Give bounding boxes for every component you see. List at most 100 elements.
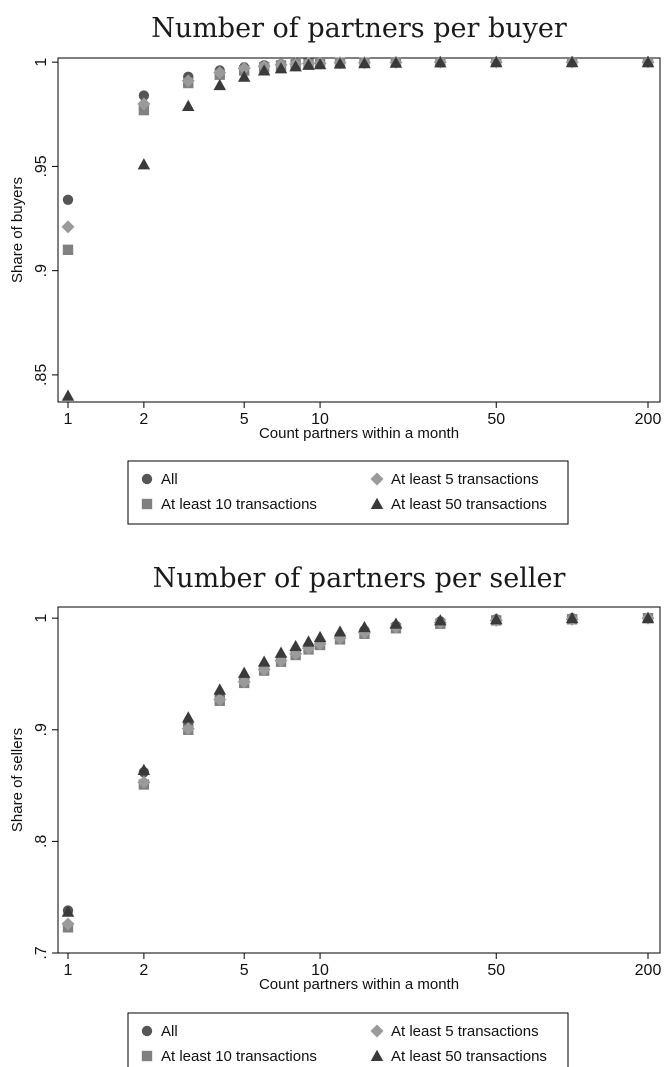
data-point xyxy=(61,917,75,931)
legend-label: At least 10 transactions xyxy=(161,1048,317,1065)
data-point xyxy=(138,90,150,101)
plot-frame xyxy=(57,57,661,403)
data-point xyxy=(137,763,151,775)
y-tick-label: .9 xyxy=(33,723,50,736)
x-tick-label: 10 xyxy=(311,411,329,428)
series-at-least-5-transactions xyxy=(61,611,655,931)
legend-marker xyxy=(141,1050,153,1062)
data-point xyxy=(182,99,195,111)
data-point xyxy=(490,613,503,625)
chart-panel-2: Number of partners per seller 1 2 5 10 50 200.… xyxy=(9,563,661,1067)
legend-box xyxy=(127,460,569,525)
series-at-least-5-transactions xyxy=(61,55,655,234)
x-tick-label: 5 xyxy=(240,411,249,428)
data-point xyxy=(137,158,151,170)
x-axis-label: Count partners within a month xyxy=(259,425,459,442)
data-point xyxy=(289,60,302,72)
legend-box xyxy=(127,1012,569,1067)
y-tick-label: .8 xyxy=(33,835,50,848)
data-point xyxy=(389,56,403,68)
series-all xyxy=(62,56,654,205)
data-point xyxy=(565,55,579,68)
data-point xyxy=(434,614,447,626)
y-tick-label: 1 xyxy=(33,614,50,623)
legend-label: All xyxy=(161,471,178,488)
data-point xyxy=(237,666,251,678)
legend-marker xyxy=(141,1025,153,1037)
data-point xyxy=(237,675,251,689)
data-point xyxy=(257,655,271,667)
data-point xyxy=(61,389,75,401)
data-point xyxy=(289,639,302,652)
x-tick-label: 2 xyxy=(139,411,148,428)
x-tick-label: 2 xyxy=(139,962,148,979)
data-point xyxy=(302,635,315,647)
data-point xyxy=(358,56,371,69)
y-tick-label: 1 xyxy=(33,58,50,67)
data-point xyxy=(490,55,503,68)
data-point xyxy=(61,220,75,234)
data-point xyxy=(62,194,74,205)
legend-marker xyxy=(141,498,153,510)
x-tick-label: 200 xyxy=(635,411,662,428)
x-tick-label: 1 xyxy=(64,962,73,979)
series-at-least-10-transactions xyxy=(62,612,654,933)
data-point xyxy=(181,722,195,736)
data-point xyxy=(237,61,251,75)
data-point xyxy=(213,66,227,80)
y-tick-label: .95 xyxy=(33,155,50,177)
x-tick-label: 200 xyxy=(635,962,662,979)
data-point xyxy=(565,611,579,624)
data-point xyxy=(333,57,347,69)
y-tick-label: .7 xyxy=(33,946,50,959)
x-tick-label: 10 xyxy=(311,962,329,979)
legend-label: All xyxy=(161,1023,178,1040)
data-point xyxy=(274,62,288,74)
legend-marker xyxy=(370,497,384,509)
series-at-least-10-transactions xyxy=(62,56,654,256)
data-point xyxy=(257,64,271,76)
data-point xyxy=(333,625,347,637)
data-point xyxy=(641,55,655,68)
data-point xyxy=(61,905,75,917)
x-tick-label: 50 xyxy=(487,411,505,428)
data-point xyxy=(182,711,195,723)
data-point xyxy=(213,683,226,695)
data-point xyxy=(434,56,447,68)
series-at-least-50-transactions xyxy=(61,55,655,401)
data-point xyxy=(137,775,151,789)
x-tick-label: 5 xyxy=(240,962,249,979)
data-point xyxy=(313,630,327,643)
legend-label: At least 50 transactions xyxy=(391,496,547,513)
data-point xyxy=(213,78,226,91)
y-tick-label: .85 xyxy=(33,364,50,386)
legend-label: At least 10 transactions xyxy=(161,496,317,513)
plot-frame xyxy=(57,606,661,954)
legend-marker xyxy=(370,1024,384,1038)
chart-title: Number of partners per seller xyxy=(153,563,566,594)
x-tick-label: 1 xyxy=(64,411,73,428)
legend-label: At least 50 transactions xyxy=(391,1048,547,1065)
legend-marker xyxy=(370,472,384,486)
data-point xyxy=(137,97,151,111)
data-point xyxy=(389,617,403,629)
legend-label: At least 5 transactions xyxy=(391,471,539,488)
y-axis-label: Share of sellers xyxy=(9,728,26,832)
series-all xyxy=(62,612,654,916)
data-point xyxy=(213,693,227,707)
chart-title: Number of partners per buyer xyxy=(151,13,567,44)
data-point xyxy=(302,58,315,70)
chart-panel-1: Number of partners per buyer 1 2 5 10 50 200 .8… xyxy=(9,13,662,525)
legend-marker xyxy=(141,473,153,485)
data-point xyxy=(313,58,327,70)
y-axis-label: Share of buyers xyxy=(9,177,26,283)
x-tick-label: 50 xyxy=(487,962,505,979)
data-point xyxy=(181,74,195,88)
x-axis-label: Count partners within a month xyxy=(259,976,459,993)
data-point xyxy=(62,244,74,256)
data-point xyxy=(274,646,288,658)
legend-label: At least 5 transactions xyxy=(391,1023,539,1040)
data-point xyxy=(641,611,655,624)
y-tick-label: .9 xyxy=(33,264,50,277)
